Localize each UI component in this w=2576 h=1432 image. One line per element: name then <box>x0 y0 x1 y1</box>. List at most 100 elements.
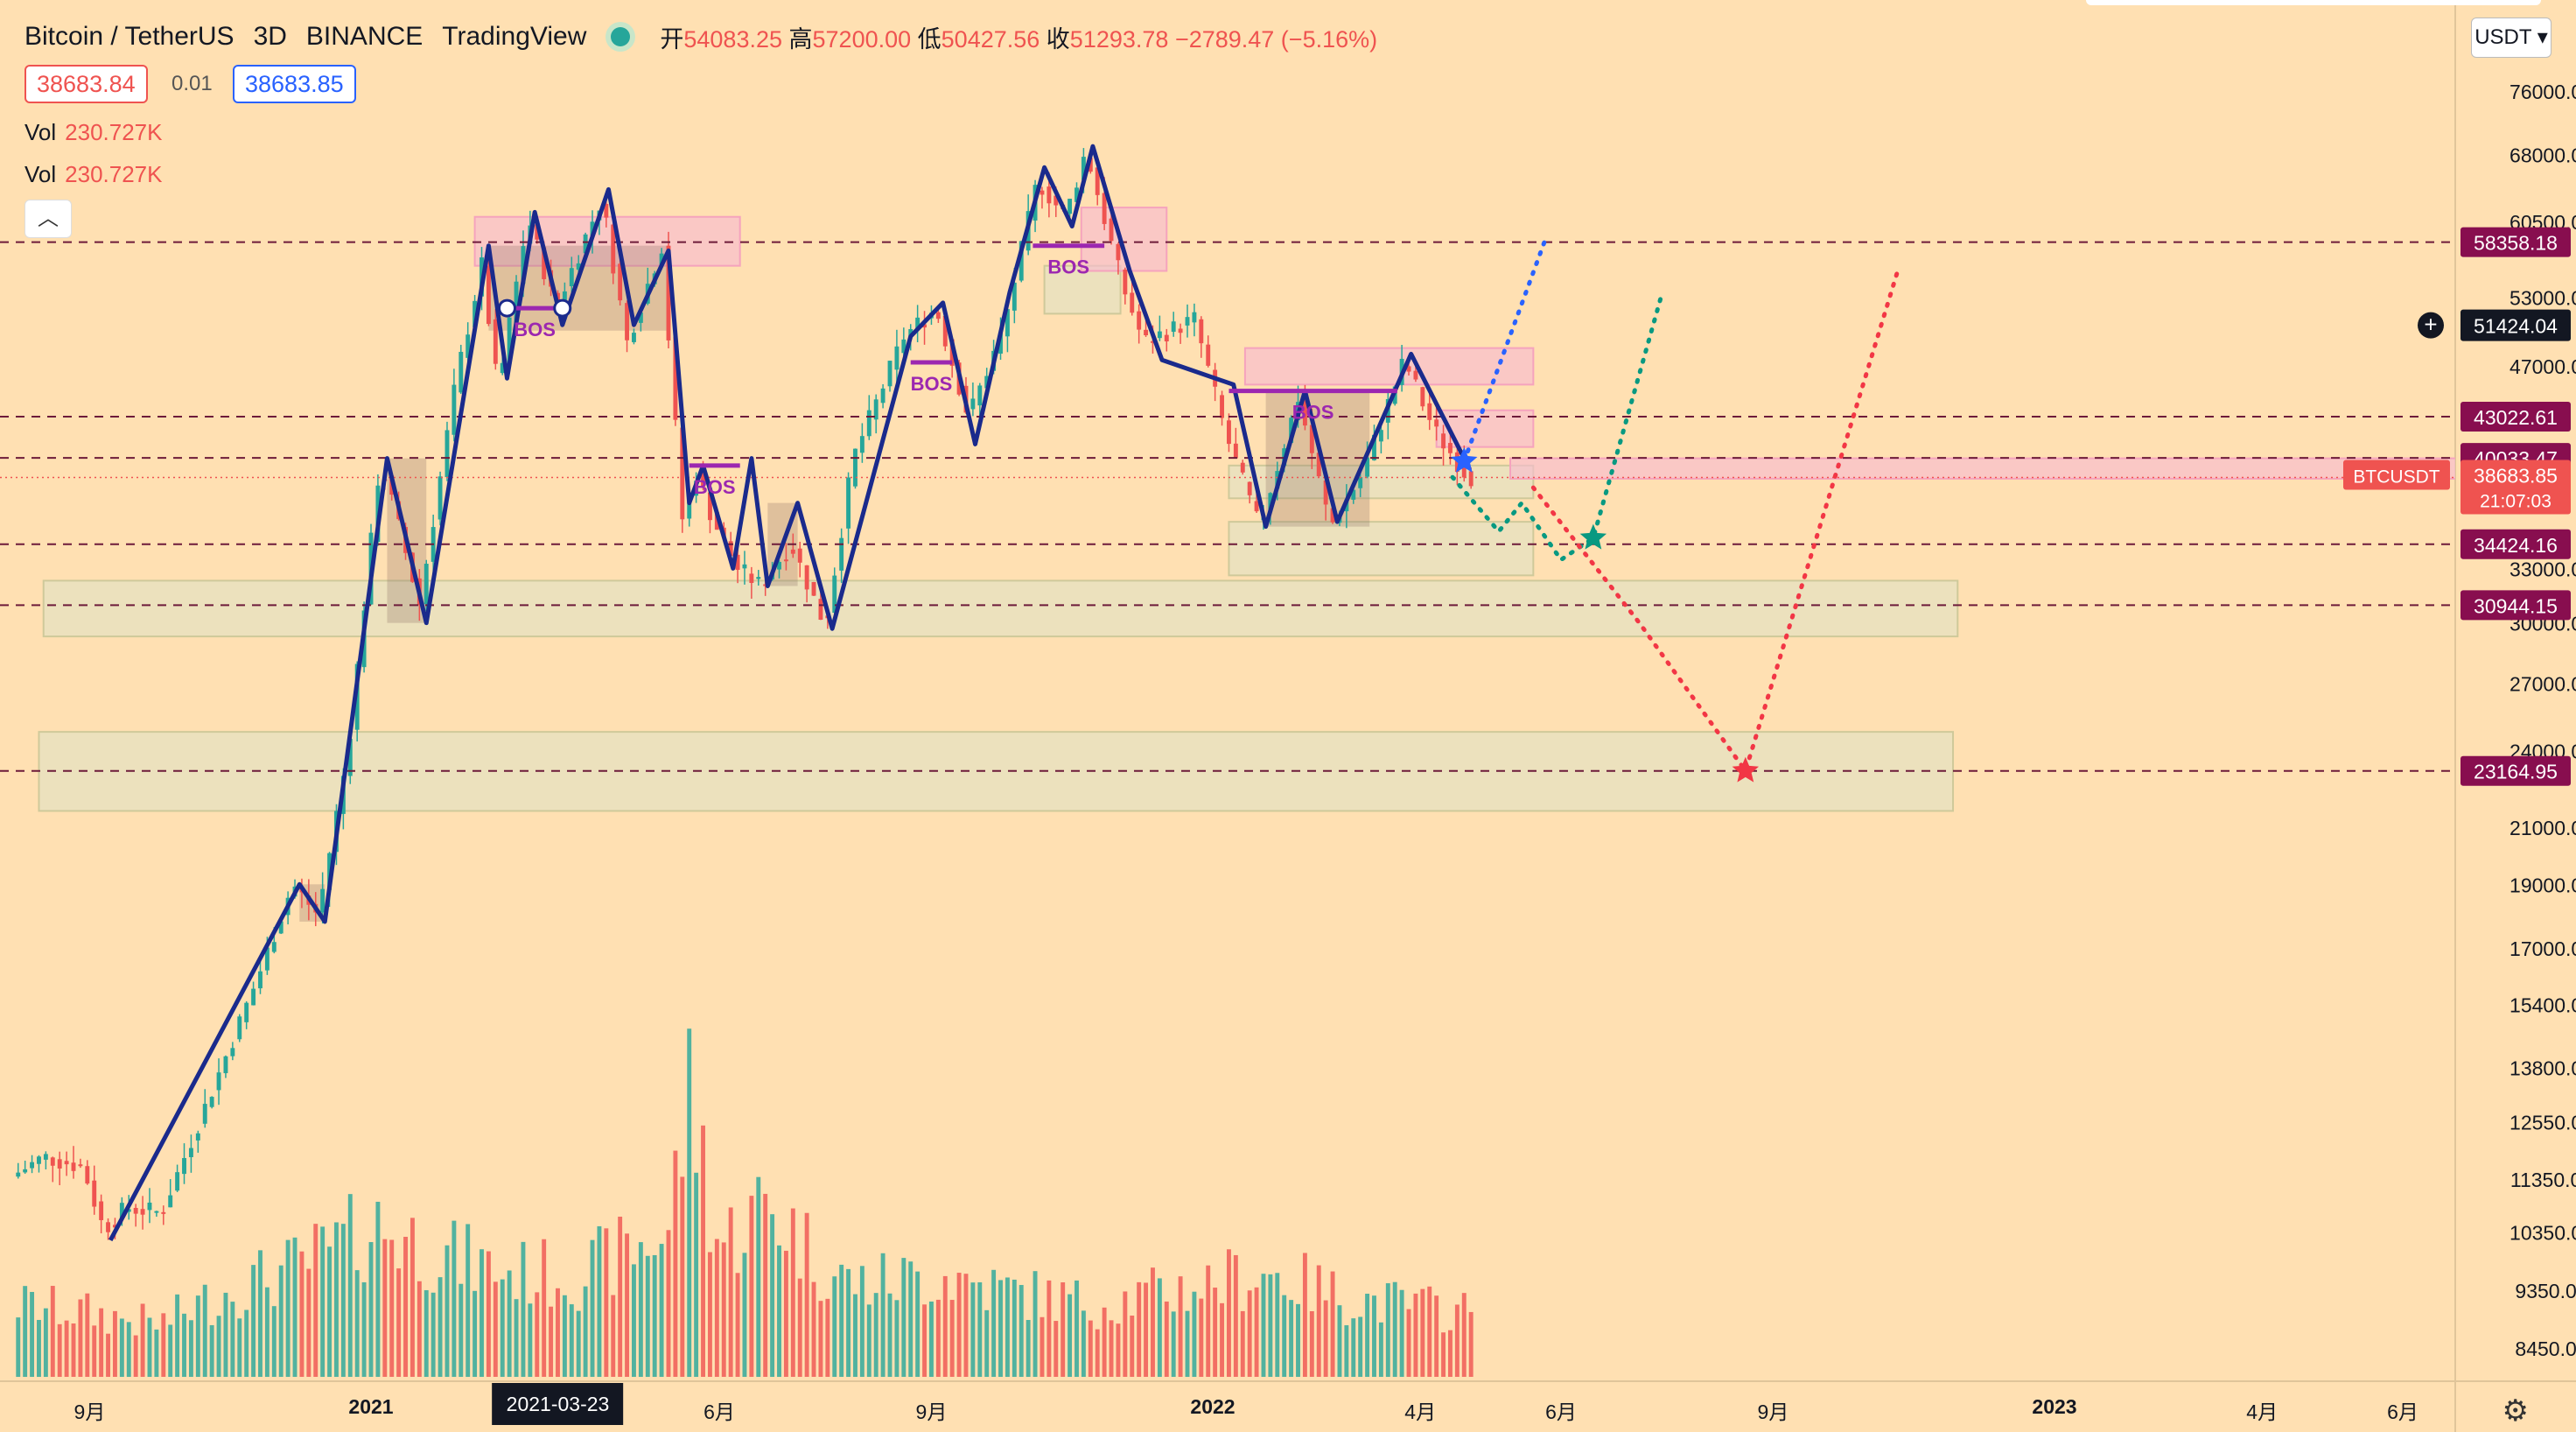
open-label: 开 <box>660 25 684 53</box>
currency-select[interactable]: USDT ▾ <box>2471 18 2552 58</box>
symbol-badge-label: BTCUSDT <box>2353 467 2440 487</box>
price-tick-label: 10350.00 <box>2510 1221 2576 1244</box>
volume-bar <box>749 1196 754 1377</box>
volume-bar <box>209 1324 214 1377</box>
volume-bar <box>71 1323 76 1377</box>
crosshair-price-bg <box>2460 309 2571 341</box>
current-price-bg <box>2460 460 2571 515</box>
volume-bar <box>1004 1277 1010 1377</box>
projection-path <box>1530 269 1900 776</box>
volume-bar <box>64 1320 69 1377</box>
candle-body <box>1171 321 1176 333</box>
market-status-icon[interactable] <box>611 27 631 46</box>
volume-bar <box>811 1281 816 1377</box>
candle-body <box>126 1209 131 1212</box>
volume-bar <box>133 1335 138 1377</box>
level-label: 30944.15 <box>2474 594 2558 617</box>
volume-bar <box>839 1264 844 1377</box>
candle-body <box>1157 331 1162 339</box>
candle-body <box>887 361 892 387</box>
candle-body <box>1095 167 1100 195</box>
volume-bar <box>894 1300 900 1377</box>
sell-button[interactable]: 38683.84 <box>24 65 148 103</box>
candle-body <box>777 561 781 570</box>
volume-bar <box>354 1270 360 1377</box>
volume-bar <box>1461 1293 1466 1377</box>
interval[interactable]: 3D <box>253 22 287 51</box>
level-label: 34424.16 <box>2474 534 2558 557</box>
volume-indicator-2[interactable]: Vol 230.727K <box>24 161 162 188</box>
volume-bar <box>770 1214 775 1377</box>
volume-bar <box>361 1281 367 1377</box>
candle-body <box>846 477 851 529</box>
open-value: 54083.25 <box>683 25 782 53</box>
symbol-header[interactable]: Bitcoin / TetherUS 3D BINANCE TradingVie… <box>24 16 1377 58</box>
candle-body <box>880 388 886 404</box>
volume-bar <box>1192 1291 1197 1377</box>
volume-bar <box>320 1226 326 1377</box>
volume-bar <box>1365 1294 1370 1377</box>
candle-body <box>680 427 685 520</box>
candle-body <box>977 385 983 406</box>
volume-bar <box>92 1325 97 1377</box>
volume-bar <box>569 1304 574 1377</box>
candle-body <box>901 339 906 354</box>
volume-bar <box>804 1212 809 1377</box>
structure-wave-line <box>108 144 1466 1242</box>
volume-bar <box>347 1194 353 1377</box>
price-tick-label: 53000.00 <box>2510 287 2576 310</box>
close-label: 收 <box>1046 25 1070 53</box>
volume-bar <box>278 1265 284 1377</box>
volume-bar <box>866 1304 872 1377</box>
price-tick-label: 47000.00 <box>2510 355 2576 378</box>
volume-indicator-1[interactable]: Vol 230.727K <box>24 119 162 146</box>
candle-body <box>866 410 872 437</box>
candle-body <box>500 362 505 374</box>
volume-bar <box>30 1291 35 1377</box>
chart-pane: BOS BOS BOS BOS BOS <box>0 144 2455 1377</box>
candle-body <box>1372 434 1376 460</box>
buy-button[interactable]: 38683.85 <box>233 65 356 103</box>
volume-bar <box>375 1201 381 1377</box>
volume-bar <box>1130 1316 1135 1377</box>
volume-bar <box>1102 1307 1107 1377</box>
candle-body <box>1468 471 1474 487</box>
volume-bar <box>480 1249 484 1377</box>
candle-body <box>562 291 567 303</box>
volume-bar <box>403 1237 408 1377</box>
volume-bar <box>783 1250 788 1377</box>
candle-body <box>23 1169 28 1173</box>
candle-body <box>970 398 976 410</box>
candle-body <box>1358 477 1363 488</box>
candle-body <box>701 473 705 488</box>
candle-body <box>1240 462 1245 473</box>
candle-body <box>1054 195 1059 206</box>
time-tick-label: 4月 <box>1404 1400 1437 1423</box>
candle-body <box>1365 457 1370 477</box>
volume-bar <box>493 1281 498 1377</box>
volume-bar <box>1441 1332 1446 1377</box>
candle-body <box>1123 269 1128 295</box>
volume-bar <box>452 1220 457 1377</box>
candle-body <box>832 575 837 614</box>
bos-label: BOS <box>514 319 556 340</box>
volume-bar <box>1123 1291 1128 1377</box>
candle-body <box>915 317 920 331</box>
candle-body <box>1040 190 1045 195</box>
volume-bar <box>237 1318 242 1377</box>
publisher: TradingView <box>442 22 587 51</box>
volume-bar <box>327 1246 332 1377</box>
volume-bar <box>299 1251 304 1377</box>
candle-body <box>1144 329 1149 336</box>
volume-bar <box>1323 1300 1328 1377</box>
collapse-legend-button[interactable]: ︿ <box>24 200 72 238</box>
time-tick-label: 9月 <box>1757 1400 1789 1423</box>
volume-bar <box>285 1239 290 1377</box>
candle-body <box>749 573 754 584</box>
symbol-name[interactable]: Bitcoin / TetherUS <box>24 22 234 51</box>
volume-bar <box>535 1292 540 1377</box>
volume-bar <box>244 1309 249 1377</box>
volume-bar <box>922 1304 927 1377</box>
gear-icon[interactable]: ⚙ <box>2502 1394 2529 1428</box>
